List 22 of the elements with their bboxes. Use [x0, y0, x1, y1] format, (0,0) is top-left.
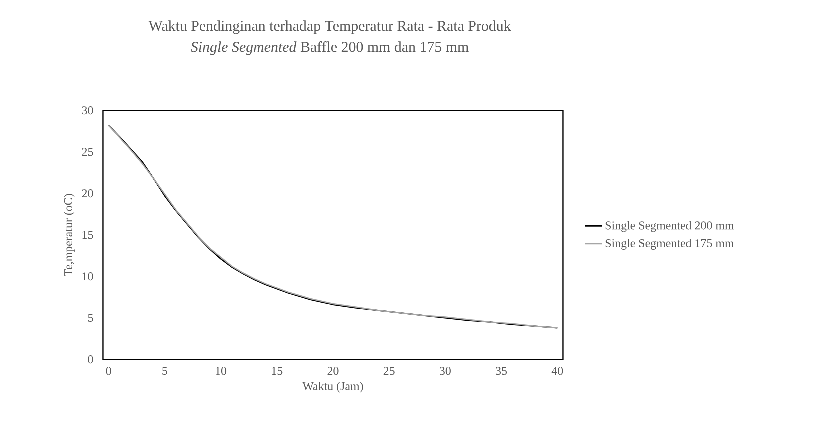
y-tick-label: 5 [88, 314, 94, 322]
y-tick-label: 25 [82, 148, 94, 156]
x-tick-label: 40 [552, 367, 564, 376]
legend-label: Single Segmented 175 mm [606, 239, 734, 250]
x-axis-title: Waktu (Jam) [302, 382, 364, 393]
y-tick-label: 15 [82, 231, 94, 240]
chart-subtitle: Single Segmented Baffle 200 mm dan 175 mm [191, 41, 469, 56]
x-tick-label: 35 [496, 367, 508, 376]
x-tick-label: 15 [272, 367, 283, 376]
x-tick-label: 25 [384, 367, 395, 376]
chart-title: Waktu Pendinginan terhadap Temperatur Rata - Rata Produk [148, 20, 512, 34]
y-tick-label: 10 [82, 272, 94, 281]
y-axis-title: Te,mperatur (oC) [64, 194, 75, 276]
y-tick-label: 0 [88, 356, 94, 364]
y-tick-label: 30 [82, 106, 94, 115]
x-tick-label: 0 [106, 367, 112, 376]
x-tick-label: 20 [328, 367, 339, 376]
legend-label: Single Segmented 200 mm [606, 221, 734, 232]
x-tick-label: 5 [162, 367, 168, 376]
x-tick-label: 30 [440, 367, 451, 376]
x-tick-label: 10 [216, 367, 227, 376]
y-tick-label: 20 [82, 190, 94, 198]
